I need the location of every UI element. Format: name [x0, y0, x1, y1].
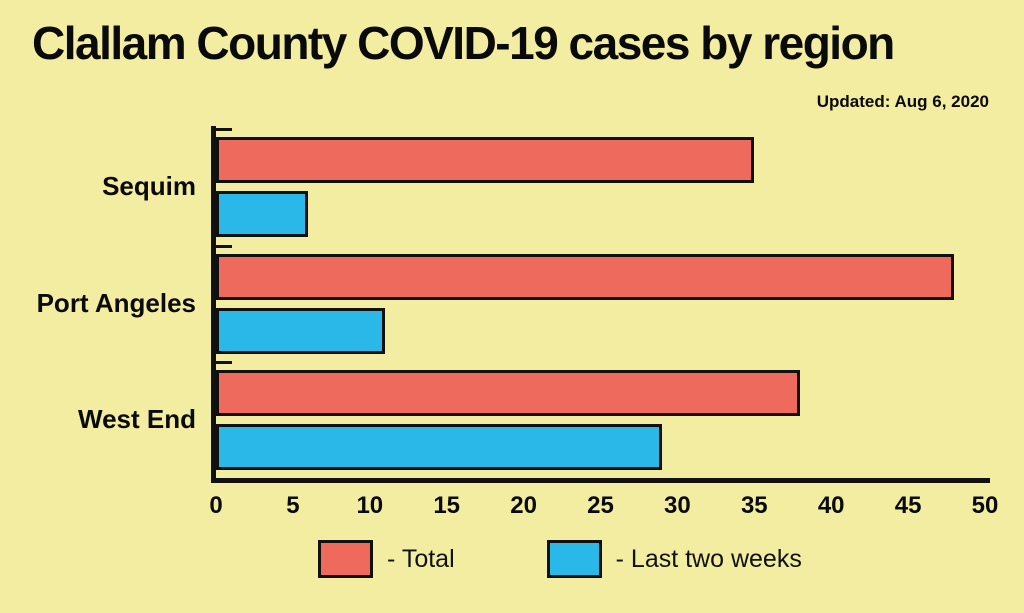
legend: - Total - Last two weeks	[318, 540, 802, 578]
category-label-west-end: West End	[78, 404, 196, 435]
x-tick-label-5: 5	[286, 492, 300, 519]
legend-label-total: - Total	[387, 544, 455, 573]
bar-group-west-end	[216, 361, 985, 478]
category-label-port-angeles: Port Angeles	[36, 287, 196, 318]
x-tick-label-0: 0	[209, 492, 223, 519]
y-axis-line	[211, 126, 216, 483]
y-axis-tick	[216, 361, 232, 365]
plot-area	[216, 128, 985, 478]
x-tick-label-10: 10	[356, 492, 384, 519]
bar-total-sequim	[216, 137, 755, 183]
x-tick-label-35: 35	[740, 492, 768, 519]
bar-last-two-weeks-west-end	[216, 424, 663, 471]
bar-last-two-weeks-port-angeles	[216, 307, 386, 354]
legend-swatch-last-two-weeks	[546, 540, 602, 578]
legend-label-last-two-weeks: - Last two weeks	[615, 544, 802, 573]
x-axis-line	[211, 478, 990, 483]
bar-group-sequim	[216, 128, 985, 245]
legend-swatch-total	[318, 540, 373, 578]
chart-title: Clallam County COVID-19 cases by region	[32, 17, 895, 69]
x-tick-label-20: 20	[510, 492, 537, 519]
bar-total-west-end	[216, 370, 801, 417]
y-axis-tick	[216, 244, 232, 248]
x-axis-tick-labels: 0 5 10 15 20 25 30 35 40 45 50	[209, 492, 998, 524]
category-label-sequim: Sequim	[102, 170, 196, 201]
bar-group-port-angeles	[216, 244, 985, 362]
x-tick-label-40: 40	[817, 492, 845, 519]
x-tick-label-50: 50	[971, 492, 999, 519]
bar-last-two-weeks-sequim	[216, 191, 309, 237]
y-axis-tick	[216, 128, 232, 131]
legend-item-last-two-weeks: - Last two weeks	[546, 540, 802, 578]
x-tick-label-15: 15	[433, 492, 461, 519]
x-tick-label-25: 25	[587, 492, 614, 519]
bar-total-port-angeles	[216, 253, 955, 300]
x-tick-label-30: 30	[664, 492, 691, 519]
updated-date: Updated: Aug 6, 2020	[816, 92, 989, 111]
category-labels: Sequim Port Angeles West End	[0, 128, 196, 478]
legend-item-total: - Total	[318, 540, 455, 578]
x-tick-label-45: 45	[894, 492, 922, 519]
